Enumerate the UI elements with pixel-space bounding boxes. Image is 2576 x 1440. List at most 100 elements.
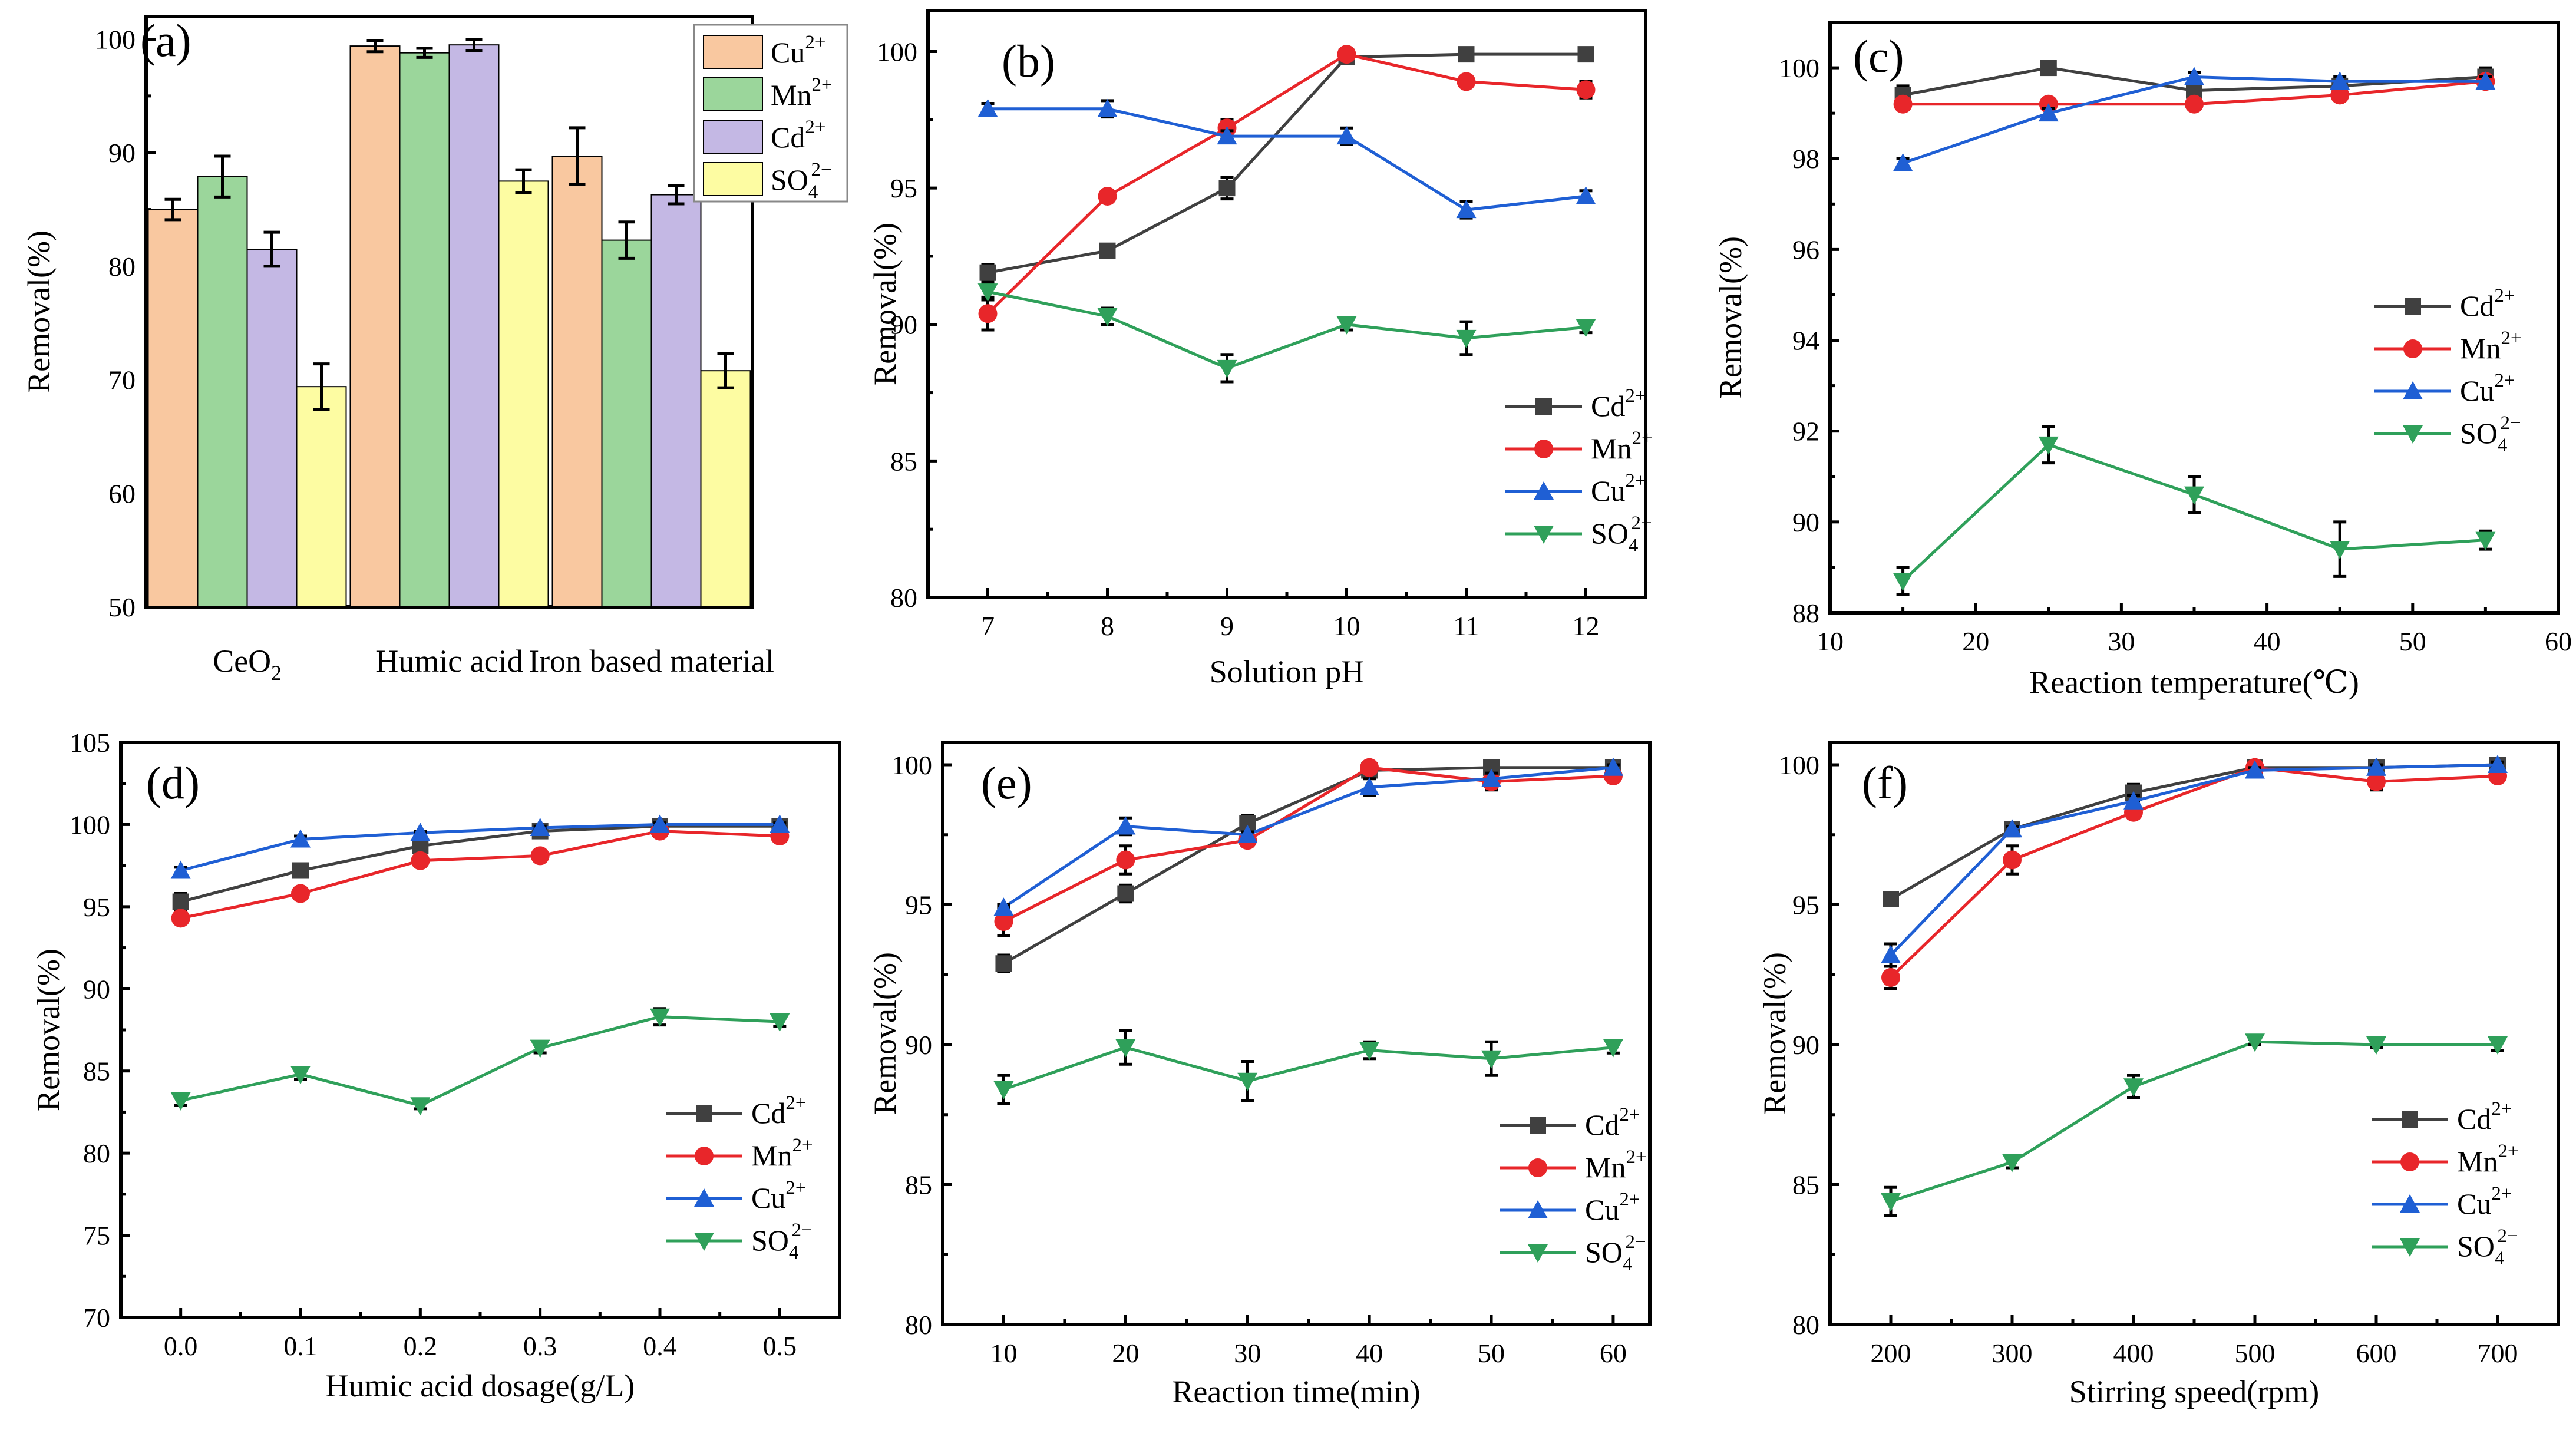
category-label: Iron based material [529, 643, 774, 679]
legend-label-sup: 2− [1626, 1231, 1646, 1253]
data-point-SO4 [1481, 1050, 1502, 1069]
y-axis-title: Removal(%) [867, 952, 903, 1115]
panel-b: (b) 80 85 90 95 100 Removal(%) Solution pH 7 8 9 10… [867, 9, 1653, 689]
bar [349, 45, 401, 608]
y-tick-label: 90 [83, 974, 110, 1004]
data-point-SO4 [1456, 329, 1477, 348]
legend-label-sub: 4 [1623, 1254, 1633, 1275]
series-line-Cu [180, 823, 780, 872]
data-point-SO4 [2488, 1036, 2508, 1055]
legend-marker [2403, 425, 2423, 444]
legend-label-sup: 2+ [2501, 328, 2521, 349]
legend-label-base: Cu [1585, 1193, 1619, 1226]
legend-label-sup: 2+ [1632, 428, 1652, 449]
data-point-Cu [1603, 757, 1623, 776]
x-tick-label: 0.0 [164, 1331, 198, 1361]
data-point-SO4 [1359, 1042, 1380, 1061]
panel-label: (d) [146, 757, 200, 808]
x-tick-label: 50 [2399, 626, 2426, 656]
panel-label: (f) [1862, 757, 1908, 808]
data-point-Mn [994, 912, 1013, 931]
legend-label-sup: 2+ [1626, 1147, 1646, 1168]
legend-label: Cu2+ [1591, 470, 1646, 507]
category-label: CeO2 [213, 643, 282, 685]
legend-label-sup: 2+ [785, 1092, 806, 1114]
data-point-Cu [2330, 71, 2350, 90]
data-point-SO4 [2123, 1078, 2144, 1097]
legend-label-sup: 2+ [2494, 285, 2515, 306]
y-tick-label: 96 [1792, 235, 1819, 265]
category-label-base: CeO [213, 643, 271, 679]
data-point-Cu [1893, 153, 1913, 171]
legend-label-sub: 4 [2495, 1248, 2505, 1269]
x-tick-label: 10 [1817, 626, 1844, 656]
panel-f: (f) 80 85 90 95 100 Removal(%) Stirring speed(r… [1757, 741, 2560, 1409]
legend-marker [1530, 1117, 1546, 1134]
series-line-SO4 [180, 1015, 780, 1107]
bar [147, 209, 199, 608]
data-point-SO4 [1217, 359, 1237, 378]
legend-marker [2400, 1238, 2420, 1257]
x-tick-label: 300 [1992, 1338, 2033, 1368]
data-point-Mn [171, 909, 190, 928]
legend-label: SO42− [1591, 513, 1652, 556]
panel-e: (e) 80 85 90 95 100 Removal(%) Reaction time(mi… [867, 741, 1652, 1409]
legend-marker [1528, 1244, 1548, 1263]
legend-label: Mn2+ [771, 74, 833, 111]
data-point-SO4 [1237, 1072, 1258, 1091]
data-point-SO4 [2002, 1154, 2022, 1173]
legend-label: SO42− [1585, 1231, 1646, 1275]
legend-label-base: Mn [751, 1139, 792, 1172]
data-point-SO4 [530, 1039, 550, 1058]
y-tick-label: 90 [905, 1030, 932, 1060]
legend-label-base: Cu [771, 36, 805, 69]
series-line-Cu [1890, 763, 2498, 956]
bar [551, 156, 603, 607]
bar [498, 180, 549, 607]
data-point-Cu [1115, 816, 1136, 835]
series-line-Mn [180, 830, 780, 920]
x-tick-label: 10 [990, 1338, 1017, 1368]
bar [601, 239, 652, 608]
plot-frame [1828, 741, 2560, 1326]
legend-marker [2400, 1194, 2420, 1213]
data-point-Mn [1360, 758, 1379, 777]
series-line-Cd [1003, 766, 1613, 965]
x-tick-label: 600 [2356, 1338, 2397, 1368]
x-tick-label: 30 [1234, 1338, 1261, 1368]
plot-frame [941, 741, 1652, 1326]
data-point-Cd [1458, 46, 1475, 63]
x-tick-label: 12 [1573, 611, 1600, 641]
bar [700, 370, 751, 607]
x-axis-title: Reaction time(min) [1172, 1374, 1420, 1409]
y-tick-label: 90 [1792, 507, 1819, 537]
legend-label-base: Cu [2457, 1187, 2491, 1220]
legend-label-base: Mn [2460, 332, 2501, 365]
data-point-Cd [292, 862, 309, 879]
x-tick-label: 40 [1356, 1338, 1383, 1368]
y-axis-title: Removal(%) [867, 223, 903, 385]
series-line-Cd [988, 52, 1586, 275]
panel-c: (c) 88 90 92 94 96 98 100 Removal(%) Reaction tem… [1713, 21, 2572, 700]
y-tick-label: 90 [108, 138, 136, 168]
y-tick-label: 95 [890, 173, 917, 203]
legend-label: SO42− [2460, 412, 2521, 456]
legend-label-base: Mn [1591, 432, 1632, 465]
y-tick-label: 50 [108, 592, 136, 622]
data-point-Cu [2123, 791, 2144, 810]
legend-label: Cd2+ [2457, 1098, 2512, 1135]
x-tick-label: 20 [1112, 1338, 1139, 1368]
y-axis-title: Removal(%) [1713, 236, 1748, 399]
legend-label-sup: 2+ [1625, 385, 1646, 407]
legend-label: SO42− [771, 159, 832, 203]
data-point-Cu [1336, 126, 1357, 145]
legend-label-sup: 2− [1632, 513, 1652, 534]
legend-swatch [703, 162, 763, 196]
data-point-Cu [2245, 760, 2265, 779]
legend-label-sub: 4 [808, 181, 818, 203]
legend-label-sup: 2− [811, 159, 832, 180]
x-tick-label: 40 [2254, 626, 2281, 656]
data-point-Mn [2367, 772, 2386, 791]
x-tick-label: 0.5 [763, 1331, 797, 1361]
